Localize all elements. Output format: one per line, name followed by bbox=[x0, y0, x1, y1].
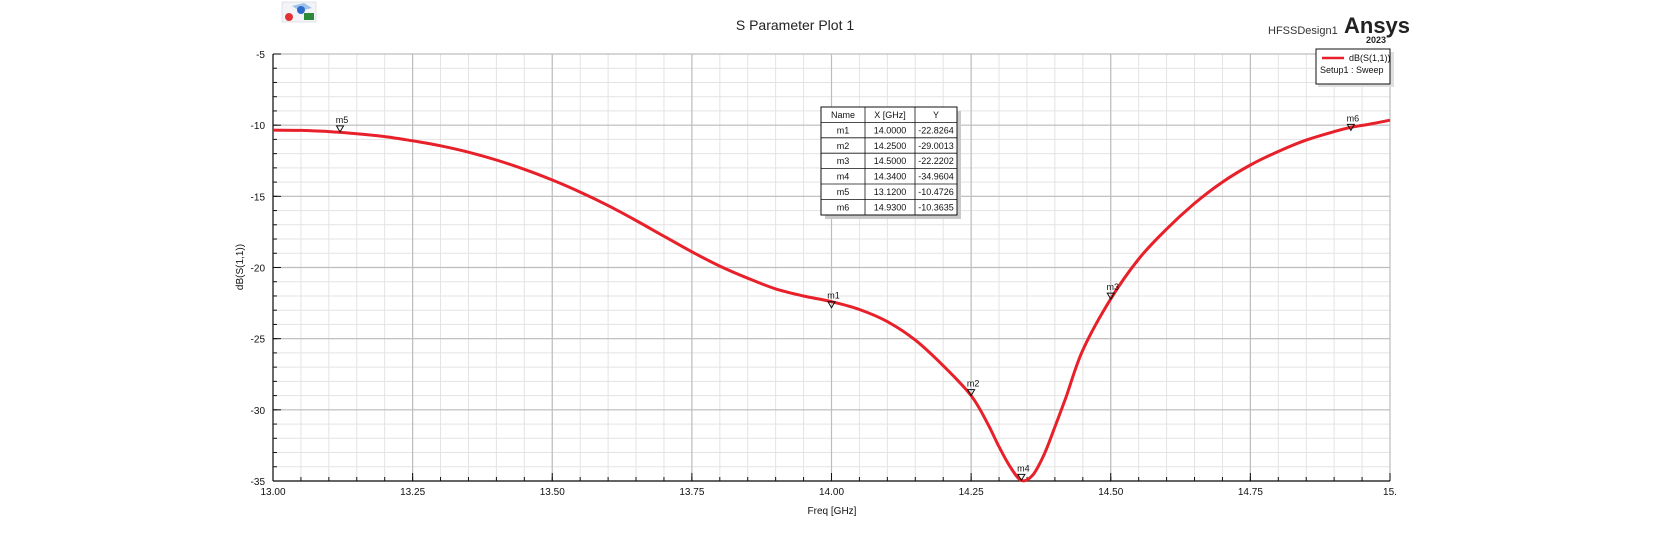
x-tick-label: 14.50 bbox=[1098, 487, 1123, 498]
marker-m6 bbox=[1346, 123, 1356, 132]
table-cell: m4 bbox=[837, 172, 850, 182]
table-header-cell: Name bbox=[831, 110, 855, 120]
table-cell: -34.9604 bbox=[918, 172, 954, 182]
table-header-cell: X [GHz] bbox=[874, 110, 906, 120]
marker-m3 bbox=[1106, 292, 1116, 301]
legend: dB(S(1,1)) Setup1 : Sweep bbox=[1315, 48, 1394, 87]
y-tick-label: -20 bbox=[251, 264, 266, 275]
x-axis-label: Freq [GHz] bbox=[808, 506, 857, 517]
table-cell: m1 bbox=[837, 125, 850, 135]
marker-label-m3: m3 bbox=[1106, 282, 1119, 292]
x-tick-label: 13.00 bbox=[260, 487, 285, 498]
y-tick-label: -10 bbox=[251, 121, 266, 132]
table-header-cell: Y bbox=[933, 110, 939, 120]
design-name: HFSSDesign1 bbox=[1268, 25, 1338, 37]
y-tick-label: -25 bbox=[251, 335, 266, 346]
y-axis-label: dB(S(1,1)) bbox=[235, 244, 246, 290]
x-tick-label: 15. bbox=[1383, 487, 1397, 498]
table-cell: m5 bbox=[837, 187, 850, 197]
series-group bbox=[272, 118, 1391, 483]
legend-trace-label: dB(S(1,1)) bbox=[1349, 53, 1391, 63]
table-cell: 14.2500 bbox=[874, 141, 907, 151]
marker-label-m4: m4 bbox=[1017, 463, 1030, 473]
marker-m1 bbox=[827, 301, 836, 309]
plot-title: S Parameter Plot 1 bbox=[736, 17, 854, 33]
legend-setup-label: Setup1 : Sweep bbox=[1320, 65, 1384, 75]
y-tick-label: -35 bbox=[251, 477, 266, 488]
table-cell: 14.5000 bbox=[874, 156, 907, 166]
marker-table-body: Name X [GHz] Ym1 14.0000 -22.8264 m2 14.2500 -2… bbox=[821, 107, 957, 215]
x-tick-label: 13.50 bbox=[540, 487, 565, 498]
table-cell: -10.3635 bbox=[918, 202, 954, 212]
series-line-s11 bbox=[272, 118, 1391, 483]
table-cell: -29.0013 bbox=[918, 141, 954, 151]
marker-label-m6: m6 bbox=[1347, 113, 1360, 123]
axis-tick-labels: 13.00 13.25 13.50 13.75 14.00 14.25 14.50 14.75… bbox=[251, 50, 1397, 498]
y-tick-label: -30 bbox=[251, 406, 266, 417]
marker-label-m1: m1 bbox=[827, 291, 840, 301]
marker-group: m1 m2 m3 m4 m5 m6 bbox=[335, 113, 1360, 482]
x-tick-label: 14.25 bbox=[959, 487, 984, 498]
x-tick-label: 13.25 bbox=[400, 487, 425, 498]
table-cell: 13.1200 bbox=[874, 187, 907, 197]
x-tick-label: 14.75 bbox=[1238, 487, 1263, 498]
marker-table-frame bbox=[820, 106, 958, 216]
marker-m2 bbox=[966, 389, 976, 397]
hfss-app-icon bbox=[281, 1, 317, 23]
table-cell: m2 bbox=[837, 141, 850, 151]
table-cell: -10.4726 bbox=[918, 187, 954, 197]
brand-logo: Ansys bbox=[1344, 13, 1410, 38]
table-cell: 14.0000 bbox=[874, 125, 907, 135]
x-tick-label: 13.75 bbox=[679, 487, 704, 498]
marker-m5 bbox=[335, 125, 345, 133]
table-cell: 14.3400 bbox=[874, 172, 907, 182]
y-tick-label: -15 bbox=[251, 192, 266, 203]
table-cell: 14.9300 bbox=[874, 202, 907, 212]
marker-label-m5: m5 bbox=[336, 115, 349, 125]
x-tick-label: 14.00 bbox=[819, 487, 844, 498]
table-cell: -22.2202 bbox=[918, 156, 954, 166]
brand-year: 2023 bbox=[1366, 35, 1386, 45]
table-cell: m6 bbox=[837, 202, 850, 212]
marker-label-m2: m2 bbox=[967, 379, 980, 389]
legend-frame bbox=[1315, 48, 1391, 85]
y-tick-label: -5 bbox=[256, 50, 265, 61]
table-cell: m3 bbox=[837, 156, 850, 166]
marker-table: Name X [GHz] Ym1 14.0000 -22.8264 m2 14.2500 -2… bbox=[820, 106, 961, 219]
table-cell: -22.8264 bbox=[918, 125, 954, 135]
marker-m4 bbox=[1017, 473, 1026, 482]
